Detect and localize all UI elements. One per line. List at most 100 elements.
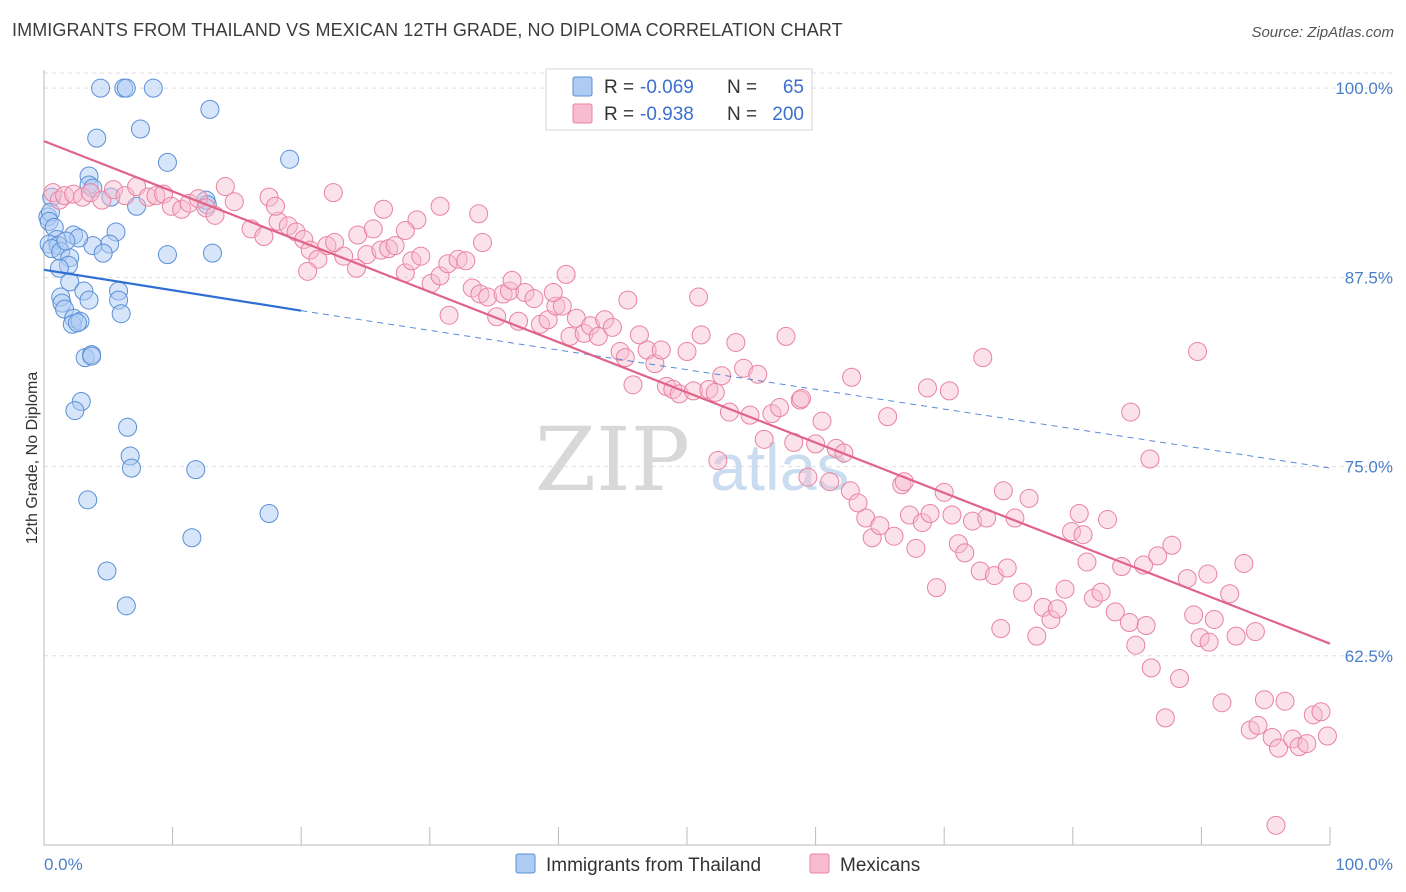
mexicans-point (712, 366, 732, 386)
mexicans-point (286, 222, 306, 242)
thailand-point (56, 231, 76, 251)
y-tick-label: 100.0% (1335, 79, 1393, 98)
mexicans-point (323, 183, 343, 203)
mexicans-point (705, 382, 725, 402)
mexicans-point (1027, 626, 1047, 646)
legend-r-label: R = (604, 104, 634, 125)
mexicans-point (618, 290, 638, 310)
mexicans-point (962, 511, 982, 531)
mexicans-point (878, 407, 898, 427)
mexicans-point (1248, 715, 1268, 735)
mexicans-point (595, 310, 615, 330)
x-tick-label: 100.0% (1335, 855, 1393, 874)
thailand-point (118, 417, 138, 437)
mexicans-point (1283, 729, 1303, 749)
mexicans-point (1317, 726, 1337, 746)
mexicans-point (1141, 658, 1161, 678)
mexicans-point (146, 186, 166, 206)
series-legend: Immigrants from Thailand Mexicans (515, 853, 920, 876)
mexicans-point (395, 220, 415, 240)
x-tick-label: 0.0% (44, 855, 83, 874)
y-tick-label: 75.0% (1345, 458, 1393, 477)
mexicans-point (1140, 449, 1160, 469)
thailand-point (157, 245, 177, 265)
thailand-trend-line (43, 268, 302, 312)
mexicans-point (1033, 597, 1053, 617)
mexicans-point (1155, 708, 1175, 728)
legend-r-value: -0.938 (640, 104, 694, 125)
mexicans-point (1184, 605, 1204, 625)
mexicans-point (265, 196, 285, 216)
mexicans-point (502, 270, 522, 290)
mexicans-point (754, 429, 774, 449)
source-label: Source: ZipAtlas.com (1251, 24, 1394, 41)
stats-legend: R = -0.069 N = 65 R = -0.938 N = 200 (545, 68, 813, 131)
mexicans-point (1148, 546, 1168, 566)
mexicans-point (806, 434, 826, 454)
thailand-point (111, 304, 131, 324)
mexicans-point (1073, 525, 1093, 545)
mexicans-point (1105, 602, 1125, 622)
mexicans-point (942, 505, 962, 525)
legend-swatch-pink (572, 103, 593, 124)
mexicans-point (798, 467, 818, 487)
mexicans-point (1198, 564, 1218, 584)
mexicans-point (770, 398, 790, 418)
mexicans-point (487, 307, 507, 327)
mexicans-point (1199, 632, 1219, 652)
mexicans-point (920, 504, 940, 524)
mexicans-point (473, 233, 493, 253)
mexicans-trend-line (43, 140, 1331, 645)
mexicans-point (610, 342, 630, 362)
mexicans-point (1136, 616, 1156, 636)
mexicans-point (574, 323, 594, 343)
mexicans-point (939, 381, 959, 401)
mexicans-point (430, 266, 450, 286)
mexicans-point (215, 177, 235, 197)
mexicans-point (1119, 612, 1139, 632)
y-tick-label: 87.5% (1345, 268, 1393, 287)
mexicans-point (524, 289, 544, 309)
mexicans-point (970, 561, 990, 581)
thailand-point (202, 243, 222, 263)
mexicans-point (1091, 582, 1111, 602)
mexicans-point (651, 340, 671, 360)
mexicans-point (973, 348, 993, 368)
mexicans-point (1013, 582, 1033, 602)
watermark-zip: ZIP (535, 408, 690, 511)
mexicans-point (820, 472, 840, 492)
mexicans-point (917, 378, 937, 398)
mexicans-point (790, 390, 810, 410)
thailand-point (93, 243, 113, 263)
mexicans-point (363, 219, 383, 239)
trend-lines (43, 140, 1331, 645)
mexicans-point (862, 528, 882, 548)
mexicans-point (1055, 579, 1075, 599)
mexicans-point (623, 375, 643, 395)
legend-n-value: 200 (772, 104, 804, 125)
mexicans-point (1069, 504, 1089, 524)
mexicans-point (138, 187, 158, 207)
mexicans-point (1062, 522, 1082, 542)
mexicans-point (1083, 588, 1103, 608)
thailand-point (78, 490, 98, 510)
mexicans-point (1041, 609, 1061, 629)
mexicans-point (993, 481, 1013, 501)
mexicans-point (385, 236, 405, 256)
bottom-legend-swatch-pink (809, 853, 830, 874)
mexicans-point (1269, 738, 1289, 758)
mexicans-point (1254, 690, 1274, 710)
bottom-legend-thailand: Immigrants from Thailand (546, 855, 761, 876)
mexicans-point (812, 411, 832, 431)
legend-r-value: -0.069 (640, 77, 694, 98)
mexicans-point (478, 287, 498, 307)
mexicans-point (1126, 635, 1146, 655)
mexicans-point (1098, 510, 1118, 530)
thailand-point (97, 561, 117, 581)
y-axis-label: 12th Grade, No Diploma (24, 372, 41, 545)
thailand-point (65, 401, 85, 421)
mexicans-point (402, 251, 422, 271)
mexicans-point (776, 326, 796, 346)
mexicans-point (762, 404, 782, 424)
mexicans-point (1162, 535, 1182, 555)
